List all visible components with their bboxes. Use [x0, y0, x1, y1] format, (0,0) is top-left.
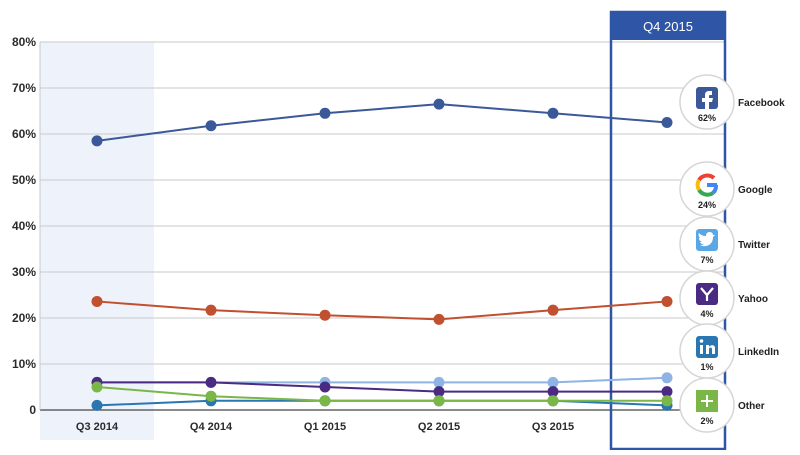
- data-point-google: [433, 313, 445, 325]
- data-point-google: [661, 295, 673, 307]
- data-point-yahoo: [661, 386, 673, 398]
- data-point-twitter: [547, 376, 559, 388]
- linkedin-icon: [696, 336, 718, 358]
- legend-label: LinkedIn: [738, 347, 779, 358]
- y-tick-label: 0: [29, 403, 36, 417]
- data-point-other: [205, 390, 217, 402]
- x-tick-label: Q3 2014: [76, 421, 119, 433]
- data-point-google: [319, 309, 331, 321]
- legend-item-facebook: 62% Facebook: [679, 74, 785, 130]
- y-tick-label: 20%: [12, 311, 36, 325]
- google-icon: [695, 173, 718, 197]
- data-point-facebook: [433, 98, 445, 110]
- legend-label: Yahoo: [738, 294, 768, 305]
- data-point-yahoo: [319, 381, 331, 393]
- facebook-icon: [696, 87, 718, 110]
- y-tick-label: 80%: [12, 35, 36, 49]
- legend-label: Twitter: [738, 240, 770, 251]
- data-point-twitter: [661, 372, 673, 384]
- legend-percent: 7%: [700, 255, 713, 265]
- plus-icon: [696, 390, 718, 412]
- data-point-other: [433, 395, 445, 407]
- yahoo-icon: [696, 283, 718, 305]
- legend-percent: 1%: [700, 362, 713, 372]
- data-point-google: [91, 295, 103, 307]
- data-point-facebook: [91, 135, 103, 147]
- data-point-facebook: [205, 120, 217, 132]
- legend-percent: 24%: [698, 200, 716, 210]
- data-point-google: [547, 304, 559, 316]
- data-point-facebook: [319, 107, 331, 119]
- legend-item-google: 24% Google: [679, 161, 773, 217]
- data-point-linkedin: [91, 399, 103, 411]
- x-tick-label: Q4 2014: [190, 421, 233, 433]
- data-point-google: [205, 304, 217, 316]
- series-line-other: [96, 386, 667, 402]
- x-tick-label: Q1 2015: [304, 421, 346, 433]
- series-line-yahoo: [97, 381, 667, 393]
- x-tick-label: Q3 2015: [532, 421, 574, 433]
- data-point-yahoo: [205, 376, 217, 388]
- legend-label: Facebook: [738, 98, 785, 109]
- legend-percent: 62%: [698, 113, 716, 123]
- data-point-yahoo: [547, 386, 559, 398]
- y-tick-label: 40%: [12, 219, 36, 233]
- data-point-facebook: [547, 107, 559, 119]
- y-tick-label: 50%: [12, 173, 36, 187]
- y-tick-label: 70%: [12, 81, 36, 95]
- legend-label: Other: [738, 401, 765, 412]
- legend-label: Google: [738, 185, 773, 196]
- highlight-header: [611, 12, 725, 40]
- legend-badge: [679, 161, 735, 217]
- x-tick-label: Q2 2015: [418, 421, 460, 433]
- data-point-other: [661, 395, 673, 407]
- data-point-facebook: [661, 117, 673, 128]
- y-tick-label: 10%: [12, 357, 36, 371]
- data-point-other: [319, 395, 331, 407]
- twitter-icon: [696, 229, 718, 251]
- series-line-google: [96, 300, 668, 321]
- data-point-twitter: [433, 376, 445, 388]
- column-band: [40, 42, 154, 440]
- legend-item-linkedin: 1% LinkedIn: [679, 323, 779, 379]
- highlight-label: Q4 2015: [643, 19, 693, 34]
- data-point-other: [91, 381, 103, 393]
- data-point-other: [547, 395, 559, 407]
- legend-item-yahoo: 4% Yahoo: [679, 270, 768, 326]
- y-tick-label: 60%: [12, 127, 36, 141]
- legend-percent: 4%: [700, 309, 713, 319]
- legend-item-other: 2% Other: [679, 377, 765, 433]
- data-point-yahoo: [433, 386, 445, 398]
- y-tick-label: 30%: [12, 265, 36, 279]
- series-line-facebook: [96, 103, 668, 142]
- legend-item-twitter: 7% Twitter: [679, 216, 770, 272]
- legend-percent: 2%: [700, 416, 713, 426]
